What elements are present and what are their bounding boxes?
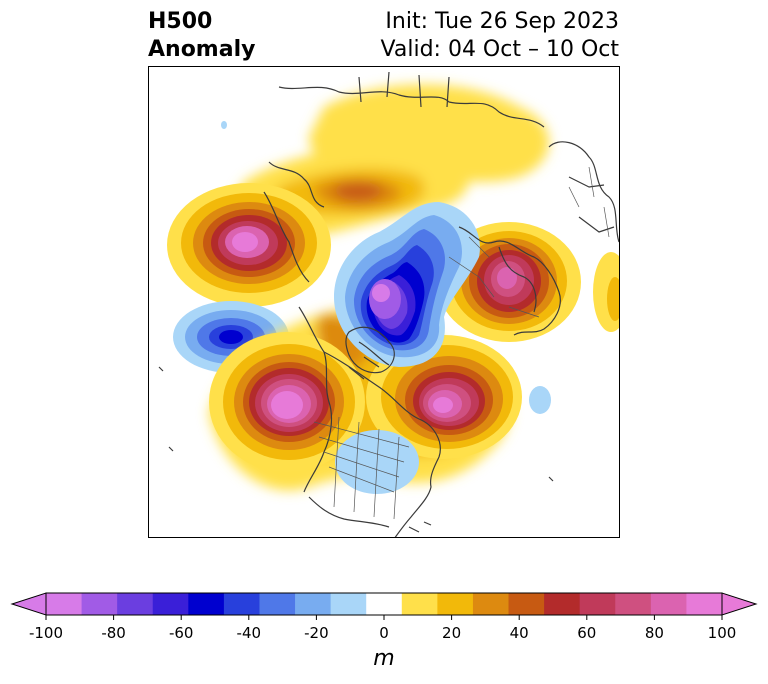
colorbar-swatch bbox=[686, 593, 723, 615]
trough-arctic bbox=[334, 202, 480, 367]
colorbar-swatch bbox=[615, 593, 652, 615]
ridge-west-us bbox=[209, 332, 365, 472]
colorbar-tick-label: 0 bbox=[379, 624, 389, 642]
valid-range: Valid: 04 Oct – 10 Oct bbox=[380, 37, 619, 62]
map-title: H500 Anomaly bbox=[148, 8, 255, 64]
colorbar-tick-label: -80 bbox=[101, 624, 126, 642]
colorbar-swatch bbox=[330, 593, 367, 615]
colorbar-swatch bbox=[544, 593, 581, 615]
colorbar-swatch bbox=[508, 593, 545, 615]
colorbar-tick-label: 60 bbox=[577, 624, 596, 642]
ridge-ne-pacific bbox=[167, 183, 331, 307]
ridge-far-east bbox=[593, 252, 619, 332]
colorbar-swatch bbox=[152, 593, 189, 615]
ridge-eurasia bbox=[437, 222, 581, 342]
colorbar-swatch bbox=[437, 593, 474, 615]
colorbar-tick-label: 20 bbox=[442, 624, 461, 642]
map-canvas bbox=[149, 67, 619, 537]
colorbar: -100 -80 -60 -40 -20 0 20 40 60 80 100 m bbox=[0, 588, 768, 684]
init-date: Init: Tue 26 Sep 2023 bbox=[385, 9, 619, 34]
colorbar-tick-label: -60 bbox=[169, 624, 194, 642]
colorbar-swatch bbox=[579, 593, 616, 615]
colorbar-tick-label: 100 bbox=[708, 624, 737, 642]
colorbar-swatch bbox=[117, 593, 154, 615]
colorbar-unit-label: m bbox=[373, 646, 395, 671]
title-line-1: H500 bbox=[148, 9, 213, 34]
colorbar-graphic: -100 -80 -60 -40 -20 0 20 40 60 80 100 bbox=[10, 592, 758, 642]
colorbar-swatch bbox=[650, 593, 687, 615]
colorbar-tick-label: 80 bbox=[645, 624, 664, 642]
political-borders bbox=[313, 166, 610, 520]
colorbar-extend-max bbox=[721, 592, 758, 616]
colorbar-swatch bbox=[81, 593, 118, 615]
colorbar-swatch bbox=[259, 593, 296, 615]
colorbar-tick-label: -40 bbox=[237, 624, 262, 642]
colorbar-swatch bbox=[223, 593, 260, 615]
colorbar-swatch bbox=[295, 593, 332, 615]
trough-small bbox=[221, 121, 551, 414]
colorbar-swatch bbox=[46, 593, 83, 615]
forecast-dates: Init: Tue 26 Sep 2023 Valid: 04 Oct – 10… bbox=[381, 8, 619, 64]
colorbar-tick-label: -100 bbox=[29, 624, 63, 642]
colorbar-tick-label: 40 bbox=[510, 624, 529, 642]
coastlines bbox=[158, 71, 619, 537]
colorbar-swatch bbox=[188, 593, 225, 615]
colorbar-extend-min bbox=[10, 592, 47, 616]
anomaly-map bbox=[148, 66, 620, 538]
colorbar-swatch bbox=[366, 593, 403, 615]
colorbar-swatch bbox=[472, 593, 510, 615]
colorbar-tick-label: -20 bbox=[304, 624, 329, 642]
colorbar-swatch bbox=[401, 593, 438, 615]
title-line-2: Anomaly bbox=[148, 37, 256, 62]
